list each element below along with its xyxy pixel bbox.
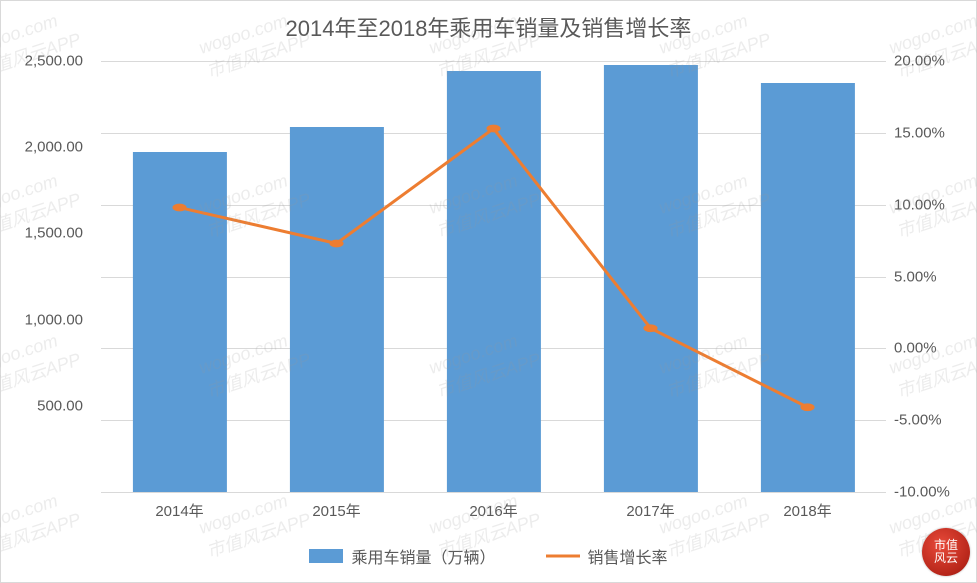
seal-stamp-icon: 市值 风云 — [922, 528, 970, 576]
y-right-tick-label: 5.00% — [894, 268, 976, 285]
y-right-tick-label: 0.00% — [894, 340, 976, 357]
legend-swatch-line-icon — [546, 549, 580, 563]
chart-container: 2014年至2018年乘用车销量及销售增长率 500.00 1,000.00 1,5… — [0, 0, 977, 583]
legend-swatch-bar-icon — [309, 549, 343, 563]
line-layer — [101, 61, 886, 492]
x-tick-label: 2016年 — [469, 500, 517, 521]
plot-area — [101, 61, 886, 492]
legend-bar-label: 乘用车销量（万辆） — [351, 544, 495, 568]
x-tick-label: 2018年 — [783, 500, 831, 521]
x-axis-labels: 2014年 2015年 2016年 2017年 2018年 — [101, 500, 886, 524]
x-tick-label: 2015年 — [312, 500, 360, 521]
gridline — [101, 492, 886, 493]
legend-item-line: 销售增长率 — [546, 544, 668, 568]
x-tick-label: 2014年 — [155, 500, 203, 521]
chart-title: 2014年至2018年乘用车销量及销售增长率 — [1, 11, 976, 43]
y-left-tick-label: 2,000.00 — [1, 139, 83, 156]
y-right-tick-label: 15.00% — [894, 124, 976, 141]
line-marker — [800, 403, 814, 411]
y-left-tick-label: 500.00 — [1, 397, 83, 414]
line-marker — [643, 324, 657, 332]
y-right-tick-label: -10.00% — [894, 484, 976, 501]
line-marker — [172, 204, 186, 212]
y-right-tick-label: 10.00% — [894, 196, 976, 213]
line-marker — [329, 240, 343, 248]
y-left-tick-label: 2,500.00 — [1, 53, 83, 70]
legend: 乘用车销量（万辆） 销售增长率 — [1, 544, 976, 568]
y-axis-left-labels: 500.001,000.001,500.002,000.002,500.00 — [1, 61, 91, 492]
watermark-top: wogoo.com — [0, 485, 76, 538]
x-tick-label: 2017年 — [626, 500, 674, 521]
y-axis-right-labels: -10.00%-5.00%0.00%5.00%10.00%15.00%20.00… — [886, 61, 976, 492]
legend-line-label: 销售增长率 — [588, 544, 668, 568]
y-right-tick-label: -5.00% — [894, 412, 976, 429]
growth-line — [180, 129, 808, 408]
seal-line2: 风云 — [934, 552, 958, 565]
y-left-tick-label: 1,000.00 — [1, 311, 83, 328]
y-right-tick-label: 20.00% — [894, 53, 976, 70]
legend-item-bar: 乘用车销量（万辆） — [309, 544, 495, 568]
line-marker — [486, 125, 500, 133]
y-left-tick-label: 1,500.00 — [1, 225, 83, 242]
